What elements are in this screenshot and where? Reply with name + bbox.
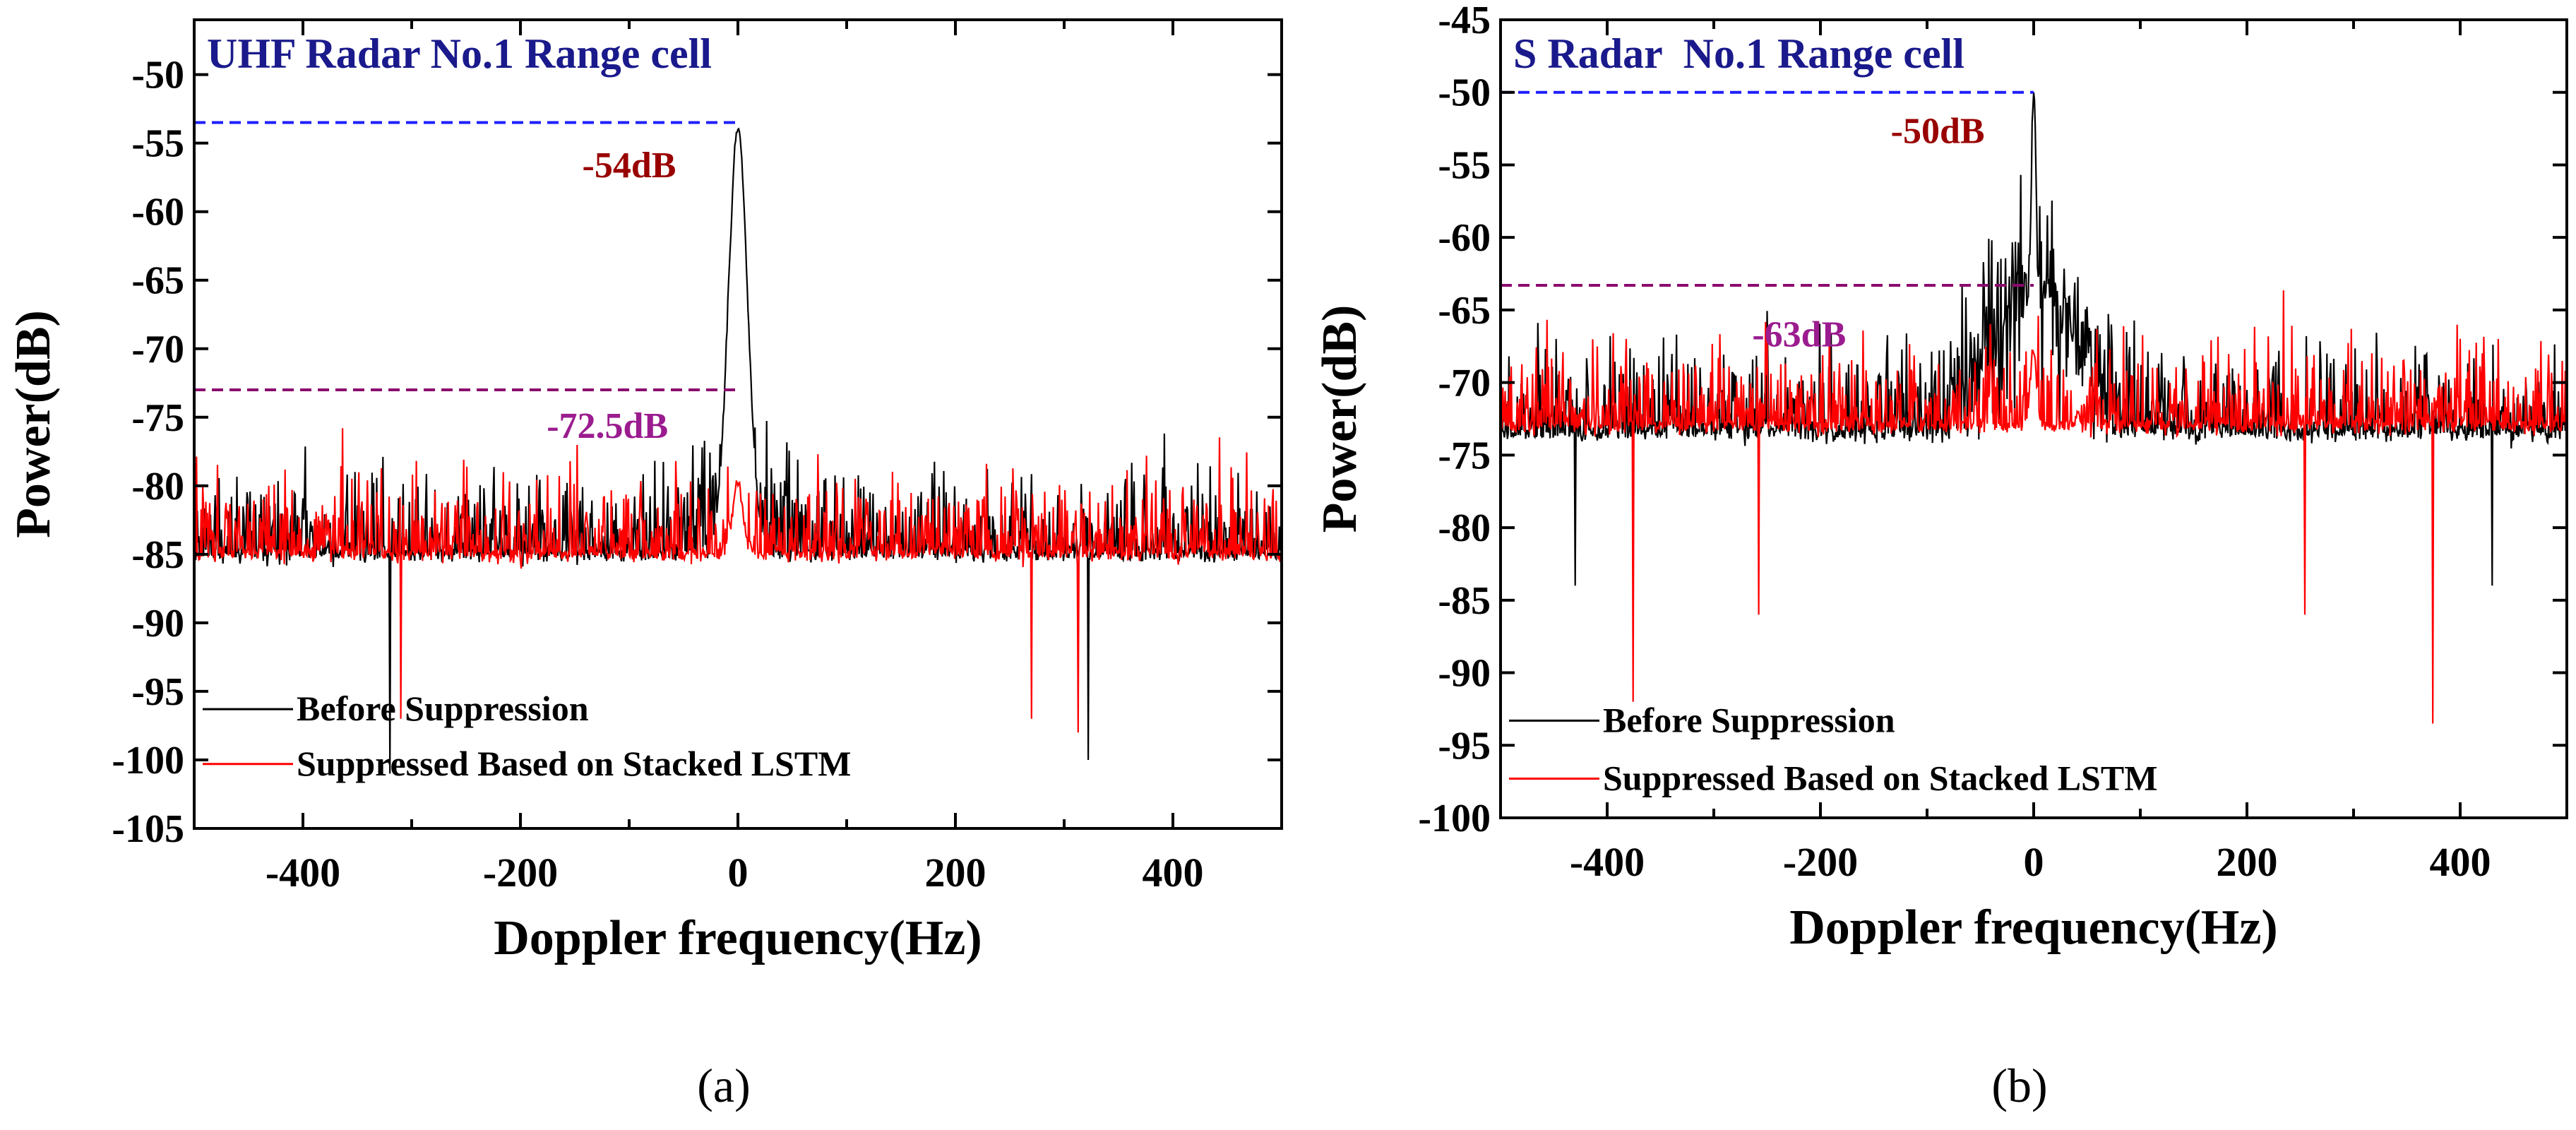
panel-b-x-tick-label: 400 <box>2430 839 2491 885</box>
panel-b-x-axis-label: Doppler frequency(Hz) <box>1789 900 2278 955</box>
panel-a-x-tick-label: 0 <box>728 850 749 896</box>
panel-a-y-tick-label: -65 <box>131 259 184 303</box>
panel-b-legend-label-before: Before Suppression <box>1603 700 1895 739</box>
panel-b-legend-label-suppressed: Suppressed Based on Stacked LSTM <box>1603 759 2157 798</box>
panel-a-y-tick-label: -100 <box>112 739 184 783</box>
panel-a-y-tick-label: -70 <box>131 328 184 371</box>
panel-b-x-tick-label: -200 <box>1783 839 1858 885</box>
panel-b-x-tick-label: 200 <box>2217 839 2278 885</box>
panel-b-residual-annotation: -63dB <box>1752 314 1846 355</box>
panel-a-x-tick-label: -400 <box>266 850 340 896</box>
panel-b-y-tick-label: -80 <box>1438 506 1491 550</box>
panel-a-y-tick-label: -95 <box>131 670 184 714</box>
panel-a-x-tick-label: -200 <box>483 850 558 896</box>
panel-a-series-suppressed-line <box>193 428 1282 733</box>
panel-a-y-tick-label: -55 <box>131 122 184 166</box>
panel-b-y-tick-label: -65 <box>1438 289 1491 333</box>
panel-b-y-tick-label: -70 <box>1438 362 1491 405</box>
panel-b-x-tick-label: -400 <box>1570 839 1645 885</box>
panel-a-title: UHF Radar No.1 Range cell <box>207 30 712 77</box>
panel-a-uhf-radar: -400 -200 0 200 400 -105 -100 -95 -90 -85 -80 -75 -7… <box>6 18 1283 1112</box>
panel-a-y-axis-label: Power(dB) <box>6 310 61 538</box>
panel-b-title: S Radar No.1 Range cell <box>1513 30 1964 77</box>
panel-b-s-radar: -400 -200 0 200 400 -100 -95 -90 -85 -80 -75 -70 -65… <box>1313 0 2568 1112</box>
panel-b-x-tick-label: 0 <box>2024 839 2044 885</box>
panel-b-y-axis-label: Power(dB) <box>1313 305 1367 533</box>
panel-a-annotation-layer <box>194 121 738 391</box>
panel-b-y-tick-label: -100 <box>1418 797 1491 840</box>
panel-b-annotation-layer <box>1501 90 2034 287</box>
panel-b-caption-label: (b) <box>1991 1059 2047 1112</box>
panel-a-legend-label-before: Before Suppression <box>297 689 589 728</box>
panel-a-legend: Before Suppression Suppressed Based on S… <box>203 689 851 783</box>
panel-b-y-tick-label: -85 <box>1438 579 1491 623</box>
panel-a-residual-annotation: -72.5dB <box>547 406 668 446</box>
panel-a-series-before-line <box>193 127 1282 774</box>
panel-b-y-tick-label: -90 <box>1438 652 1491 696</box>
panel-a-y-tick-label: -50 <box>131 54 184 97</box>
panel-a-y-tick-label: -90 <box>131 602 184 646</box>
panel-a-x-axis-label: Doppler frequency(Hz) <box>494 911 982 965</box>
panel-b-y-tick-label: -50 <box>1438 71 1491 115</box>
panel-a-y-tick-label: -60 <box>131 191 184 234</box>
panel-a-y-tick-label: -75 <box>131 396 184 440</box>
panel-b-y-tick-label: -45 <box>1438 0 1491 42</box>
panel-a-y-tick-label: -105 <box>112 807 184 851</box>
panel-a-x-tick-label: 400 <box>1143 850 1204 896</box>
panel-b-series-suppressed-line <box>1500 290 2568 724</box>
panel-a-x-tick-label: 200 <box>925 850 986 896</box>
panel-b-peak-annotation: -50dB <box>1891 112 1985 152</box>
panel-a-series-layer <box>193 127 1282 774</box>
panel-b-legend: Before Suppression Suppressed Based on S… <box>1509 700 2157 798</box>
panel-a-caption-label: (a) <box>697 1059 750 1112</box>
panel-b-y-tick-label: -95 <box>1438 724 1491 768</box>
panel-a-axis-ticks: -400 -200 0 200 400 -105 -100 -95 -90 -85 -80 -75 -7… <box>112 20 1282 896</box>
panel-b-y-tick-label: -55 <box>1438 143 1491 187</box>
panel-a-y-tick-label: -85 <box>131 533 184 577</box>
panel-b-axis-ticks: -400 -200 0 200 400 -100 -95 -90 -85 -80 -75 -70 -65… <box>1418 0 2567 885</box>
panel-a-legend-label-suppressed: Suppressed Based on Stacked LSTM <box>297 744 851 783</box>
panel-a-peak-annotation: -54dB <box>583 145 676 186</box>
panel-a-y-tick-label: -80 <box>131 465 184 509</box>
panel-b-y-tick-label: -60 <box>1438 216 1491 260</box>
panel-b-y-tick-label: -75 <box>1438 434 1491 477</box>
